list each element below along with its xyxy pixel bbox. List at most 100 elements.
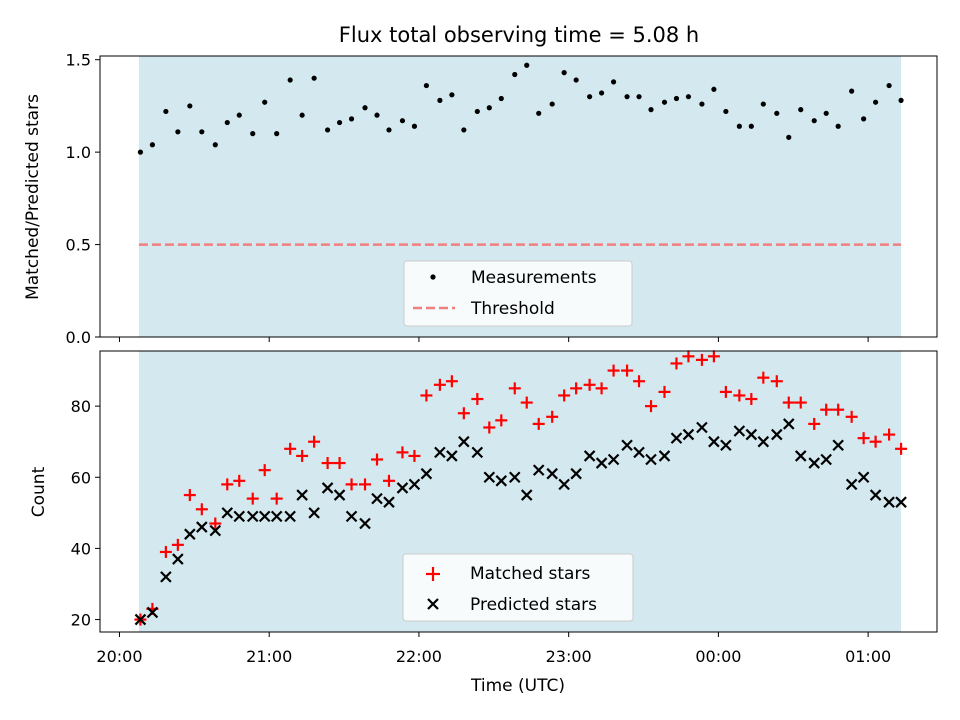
measurement-point [873, 99, 879, 105]
predicted-star-point [246, 510, 259, 523]
measurement-point [699, 101, 705, 107]
matched-star-point [471, 393, 484, 406]
matched-star-point [258, 464, 271, 477]
predicted-star-point [333, 489, 346, 501]
measurement-point [348, 116, 355, 122]
measurement-point [137, 149, 144, 155]
predicted-star-point [471, 446, 484, 459]
predicted-star-point [808, 457, 820, 469]
predicted-star-point [458, 435, 470, 448]
measurement-point [311, 75, 317, 81]
predicted-star-point [396, 482, 409, 494]
predicted-star-point [633, 446, 645, 459]
matched-star-point [396, 446, 409, 459]
measurement-point [849, 88, 855, 94]
predicted-star-point [832, 439, 844, 452]
measurement-point [861, 116, 867, 122]
legend-predicted-marker [427, 598, 439, 610]
measurement-point [561, 70, 567, 76]
measurement-point [362, 105, 368, 111]
predicted-star-point [658, 450, 671, 462]
matched-star-point [757, 371, 770, 384]
y-tick-label: 20 [71, 611, 91, 630]
matched-star-point [794, 396, 807, 409]
matched-star-point [633, 375, 646, 388]
measurement-point [336, 119, 343, 126]
predicted-star-point [495, 475, 508, 487]
matched-star-point [209, 517, 222, 530]
matched-star-point [832, 403, 845, 416]
matched-star-point [508, 382, 521, 395]
predicted-star-point [233, 510, 246, 523]
measurement-point [449, 92, 455, 98]
legend-threshold-label: Threshold [470, 299, 555, 319]
matched-star-point [495, 414, 508, 427]
matched-star-point [195, 503, 208, 516]
matched-star-point [532, 417, 545, 430]
matched-star-point [171, 538, 184, 551]
matched-star-point [546, 410, 559, 423]
matched-star-point [321, 457, 334, 470]
matched-star-point [845, 410, 858, 423]
predicted-star-point [184, 528, 196, 540]
measurement-point [774, 110, 780, 116]
measurement-point [798, 107, 804, 113]
matched-stars-points [134, 350, 908, 626]
y-tick-label: 0.5 [66, 236, 91, 255]
predicted-star-point [520, 489, 533, 501]
x-axis-ticks [118, 337, 869, 342]
predicted-star-point [595, 457, 608, 469]
measurement-point [898, 97, 904, 103]
predicted-star-point [258, 510, 271, 523]
measurement-point [512, 71, 518, 78]
matched-star-point [345, 478, 358, 491]
predicted-star-point [546, 467, 558, 480]
measurement-point [374, 112, 380, 118]
measurement-point [474, 108, 480, 115]
predicted-star-point [570, 467, 582, 480]
ratio-y-label: Matched/Predicted stars [23, 94, 43, 300]
measurement-point [786, 134, 792, 140]
predicted-star-point [670, 432, 683, 444]
legend-matched-label: Matched stars [470, 564, 590, 584]
matched-star-point [270, 492, 283, 505]
predicted-star-point [621, 439, 633, 452]
measurement-point [236, 112, 242, 118]
measurement-point [610, 79, 617, 85]
measurement-point [624, 94, 630, 100]
predicted-star-point [209, 524, 222, 537]
measurement-point [549, 101, 555, 107]
measurement-point [573, 77, 579, 83]
matched-star-point [869, 435, 882, 448]
matched-star-point [820, 403, 833, 416]
x-axis-label: Time (UTC) [470, 676, 565, 696]
count-y-label: Count [29, 466, 49, 517]
predicted-star-point [483, 471, 496, 484]
count-legend: Matched stars Predicted stars [402, 553, 634, 622]
x-tick-label: 21:00 [246, 647, 292, 666]
matched-star-point [284, 442, 297, 455]
predicted-star-point [720, 439, 732, 452]
predicted-star-point [708, 435, 720, 448]
matched-star-point [883, 428, 896, 441]
measurement-point [536, 110, 542, 116]
predicted-star-point [845, 478, 858, 491]
predicted-star-point [583, 450, 596, 462]
measurement-point [661, 99, 668, 105]
measurement-point [648, 107, 654, 113]
y-tick-label: 1.0 [66, 143, 91, 162]
predicted-star-point [696, 421, 708, 434]
predicted-star-point [383, 496, 395, 508]
measurement-point [175, 129, 181, 135]
measurement-point [386, 127, 392, 133]
y-tick-label: 80 [71, 397, 91, 416]
y-axis-ticks: 0.0 0.5 1.0 1.5 [66, 51, 100, 347]
predicted-star-point [869, 489, 882, 501]
matched-star-point [583, 378, 596, 391]
measurement-point [250, 131, 256, 137]
measurement-point [886, 82, 892, 89]
figure-title: Flux total observing time = 5.08 h [339, 23, 699, 47]
predicted-stars-points [134, 418, 907, 626]
